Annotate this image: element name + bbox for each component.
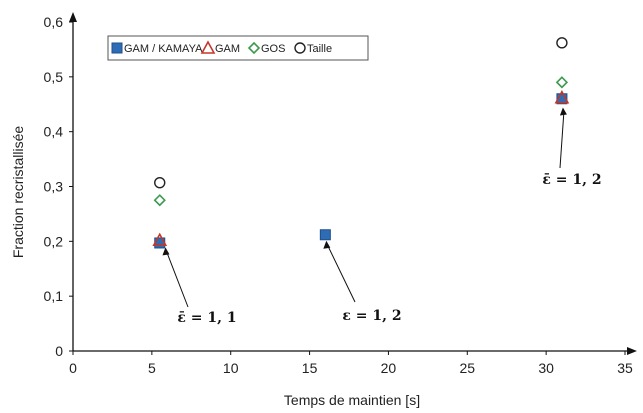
data-point-diamond: [555, 76, 569, 89]
axes: [69, 12, 637, 355]
annotations: ε̄ = 1, 1 ε = 1, 2 ε̄ = 1, 2: [162, 107, 602, 326]
data-point-triangle: [152, 232, 168, 247]
legend-label: Taille: [307, 43, 332, 55]
annotation-arrow: [559, 111, 565, 169]
legend-label: GAM / KAMAYA: [124, 43, 203, 55]
legend-frame: [107, 35, 369, 61]
x-tick-label: 0: [69, 360, 77, 376]
legend-marker-triangle: [200, 40, 216, 54]
x-tick-label: 20: [381, 360, 397, 376]
annotation-arrowhead: [559, 107, 567, 116]
x-axis-label: Temps de maintien [s]: [284, 392, 420, 408]
ticks: 0 5 10 15 20 25 30 35 0 0,1 0,2 0,3 0,4 0,5 0,6: [44, 14, 633, 376]
annotation-arrowhead: [323, 240, 331, 249]
annotation-label: ε = 1, 2: [342, 308, 401, 324]
legend-marker-square: [111, 42, 123, 54]
y-axis-arrow: [69, 12, 77, 22]
annotation-arrowhead: [162, 247, 170, 256]
annotation-arrow: [326, 244, 356, 303]
x-tick-label: 30: [538, 360, 554, 376]
x-tick-label: 5: [148, 360, 156, 376]
y-tick-label: 0,5: [44, 69, 64, 85]
x-axis-arrow: [627, 347, 637, 355]
x-tick-label: 15: [302, 360, 318, 376]
y-tick-label: 0,3: [44, 179, 64, 195]
y-tick-label: 0: [55, 343, 63, 359]
annotation-arrow: [166, 251, 189, 308]
x-tick-label: 10: [223, 360, 239, 376]
legend-label: GAM: [215, 43, 240, 55]
y-tick-label: 0,4: [44, 124, 64, 140]
y-tick-label: 0,2: [44, 233, 64, 249]
y-tick-label: 0,6: [44, 14, 64, 30]
legend-label: GOS: [261, 43, 285, 55]
data-point-circle: [556, 37, 568, 49]
legend: GAM / KAMAYA GAM GOS Taille: [107, 35, 369, 61]
data-point-triangle: [554, 89, 570, 104]
data-point-diamond: [153, 194, 166, 207]
data-point-circle: [154, 176, 166, 189]
y-axis-label: Fraction recristallisée: [10, 126, 26, 258]
annotation-label: ε̄ = 1, 2: [542, 172, 601, 188]
annotation-label: ε̄ = 1, 1: [177, 310, 236, 326]
legend-marker-diamond: [247, 41, 261, 55]
y-tick-label: 0,1: [44, 288, 64, 304]
data-points: [152, 37, 570, 249]
x-tick-label: 35: [617, 360, 633, 376]
data-point-square: [556, 93, 568, 105]
legend-marker-circle: [294, 42, 306, 54]
data-point-square: [319, 229, 331, 241]
x-tick-label: 25: [459, 360, 475, 376]
